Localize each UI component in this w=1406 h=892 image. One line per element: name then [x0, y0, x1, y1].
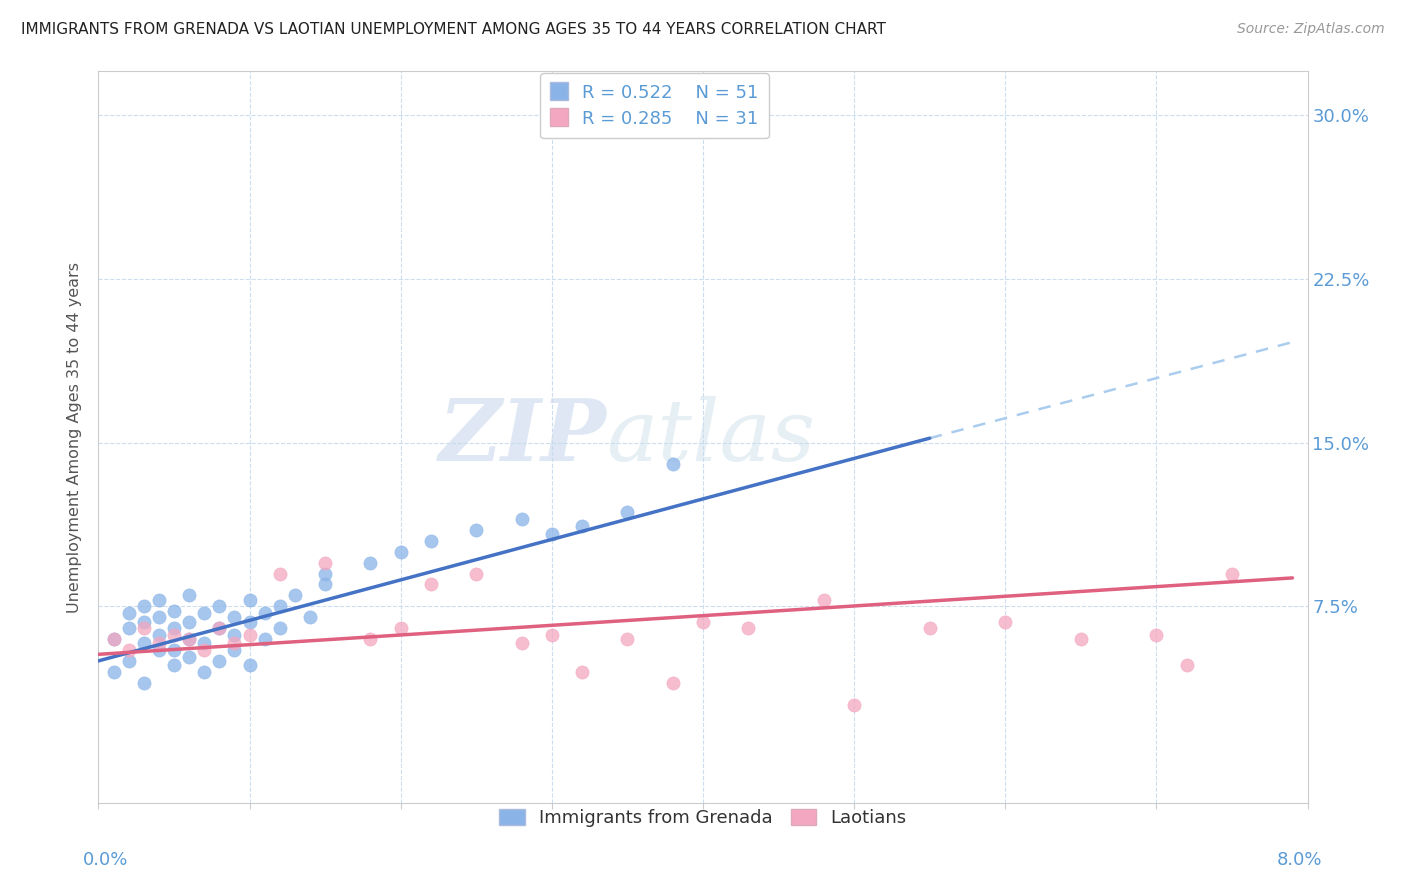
Point [148, 610, 170, 624]
Point [239, 592, 262, 607]
Point [132, 599, 155, 614]
Point [132, 636, 155, 650]
Point [103, 632, 125, 646]
Point [314, 577, 336, 591]
Point [224, 636, 246, 650]
Point [269, 599, 291, 614]
Point [616, 632, 638, 646]
Point [179, 632, 201, 646]
Point [389, 621, 412, 635]
Point [132, 615, 155, 629]
Point [179, 649, 201, 664]
Point [224, 628, 246, 642]
Point [224, 643, 246, 657]
Point [253, 632, 276, 646]
Point [208, 621, 231, 635]
Point [179, 588, 201, 602]
Point [918, 621, 941, 635]
Point [148, 628, 170, 642]
Point [163, 604, 186, 618]
Point [269, 621, 291, 635]
Point [360, 632, 382, 646]
Point [239, 628, 262, 642]
Point [118, 606, 141, 620]
Point [118, 654, 141, 668]
Point [994, 615, 1017, 629]
Point [540, 527, 562, 541]
Point [465, 523, 488, 537]
Point [239, 615, 262, 629]
Point [193, 636, 215, 650]
Point [661, 675, 683, 690]
Point [224, 610, 246, 624]
Legend: Immigrants from Grenada, Laotians: Immigrants from Grenada, Laotians [492, 801, 914, 834]
Point [571, 518, 593, 533]
Point [253, 606, 276, 620]
Point [737, 621, 759, 635]
Point [661, 458, 683, 472]
Point [314, 556, 336, 570]
Point [193, 606, 215, 620]
Point [163, 643, 186, 657]
Point [420, 533, 443, 548]
Point [1070, 632, 1092, 646]
Point [193, 665, 215, 679]
Text: atlas: atlas [606, 396, 815, 478]
Point [299, 610, 322, 624]
Point [692, 615, 714, 629]
Point [360, 556, 382, 570]
Point [1175, 658, 1198, 673]
Point [103, 665, 125, 679]
Point [179, 632, 201, 646]
Point [510, 512, 533, 526]
Point [163, 658, 186, 673]
Point [269, 566, 291, 581]
Point [193, 643, 215, 657]
Point [208, 654, 231, 668]
Point [132, 675, 155, 690]
Point [284, 588, 307, 602]
Point [661, 123, 683, 137]
Text: IMMIGRANTS FROM GRENADA VS LAOTIAN UNEMPLOYMENT AMONG AGES 35 TO 44 YEARS CORREL: IMMIGRANTS FROM GRENADA VS LAOTIAN UNEMP… [21, 22, 886, 37]
Point [465, 566, 488, 581]
Point [163, 621, 186, 635]
Point [148, 592, 170, 607]
Point [1220, 566, 1243, 581]
Point [103, 632, 125, 646]
Point [540, 628, 562, 642]
Point [239, 658, 262, 673]
Text: ZIP: ZIP [439, 395, 606, 479]
Point [118, 621, 141, 635]
Point [420, 577, 443, 591]
Point [314, 566, 336, 581]
Point [208, 621, 231, 635]
Text: 0.0%: 0.0% [83, 851, 129, 869]
Point [148, 643, 170, 657]
Y-axis label: Unemployment Among Ages 35 to 44 years: Unemployment Among Ages 35 to 44 years [67, 261, 83, 613]
Point [389, 545, 412, 559]
Point [118, 643, 141, 657]
Point [844, 698, 866, 712]
Point [1146, 628, 1168, 642]
Point [163, 628, 186, 642]
Point [813, 592, 835, 607]
Text: 8.0%: 8.0% [1277, 851, 1323, 869]
Point [510, 636, 533, 650]
Point [571, 665, 593, 679]
Point [616, 505, 638, 519]
Point [148, 636, 170, 650]
Text: Source: ZipAtlas.com: Source: ZipAtlas.com [1237, 22, 1385, 37]
Point [132, 621, 155, 635]
Point [208, 599, 231, 614]
Point [179, 615, 201, 629]
